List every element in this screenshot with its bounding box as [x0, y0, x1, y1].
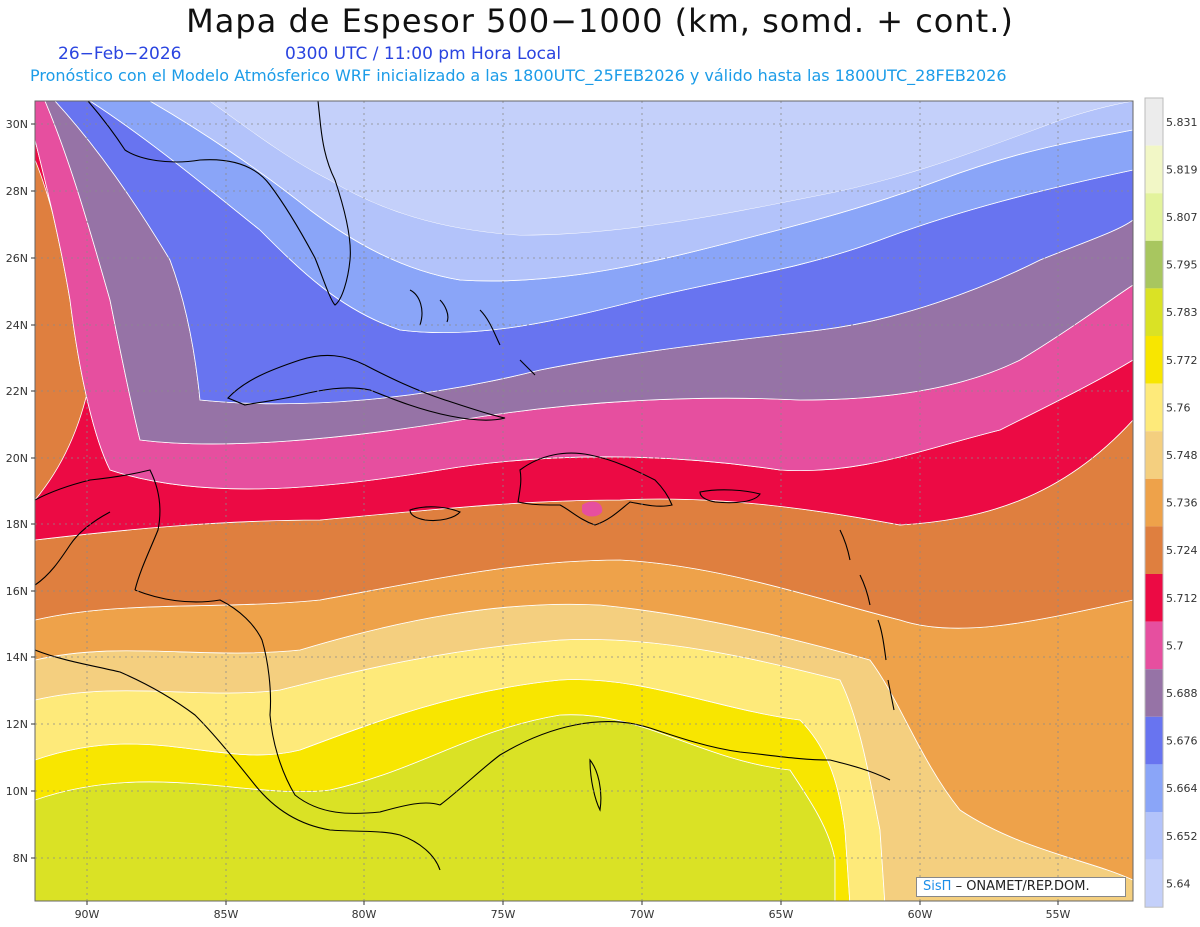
lat-label-14n: 14N	[6, 651, 28, 664]
maracaibo	[589, 758, 602, 812]
colorbar-segment	[1145, 526, 1163, 574]
colorbar-frame	[1144, 97, 1164, 908]
lon-label-55w: 55W	[1046, 908, 1071, 921]
credit-brand: SisΠ	[923, 879, 952, 894]
lat-label-28n: 28N	[6, 185, 28, 198]
lat-labels: 30N 28N 26N 24N 22N 20N 18N 16N 14N 12N …	[6, 118, 28, 865]
lat-label-30n: 30N	[6, 118, 28, 131]
credit-box: SisΠ – ONAMET/REP.DOM.	[916, 877, 1126, 897]
colorbar-label: 5.819	[1166, 163, 1198, 176]
lat-label-24n: 24N	[6, 319, 28, 332]
colorbar-label: 5.724	[1166, 544, 1198, 557]
lon-label-65w: 65W	[769, 908, 794, 921]
colorbar-label: 5.7	[1166, 639, 1184, 652]
colorbar-label: 5.712	[1166, 592, 1198, 605]
puerto-rico-coast	[699, 489, 761, 504]
colorbar-segment	[1145, 288, 1163, 336]
time-label: 0300 UTC / 11:00 pm Hora Local	[285, 44, 562, 64]
colorbar-segment	[1145, 669, 1163, 717]
central-america-caribbean	[134, 589, 441, 814]
lat-label-18n: 18N	[6, 518, 28, 531]
colorbar-segment	[1145, 716, 1163, 765]
hispaniola-blob	[582, 501, 603, 517]
lon-label-75w: 75W	[491, 908, 516, 921]
lon-label-85w: 85W	[214, 908, 239, 921]
lat-label-8n: 8N	[13, 852, 28, 865]
cuba-blob	[322, 359, 341, 381]
colorbar-label: 5.795	[1166, 259, 1198, 272]
yucatan-coast	[35, 469, 161, 591]
coastlines	[35, 101, 895, 871]
jamaica-coast	[409, 506, 461, 522]
colorbar-label: 5.772	[1166, 354, 1198, 367]
colorbar-segment	[1145, 383, 1163, 432]
lesser-antilles	[839, 529, 895, 711]
colorbar-label: 5.76	[1166, 401, 1191, 414]
axis-ticks	[31, 123, 1059, 905]
mexico-gulf-coast	[35, 511, 111, 586]
colorbar-label: 5.688	[1166, 687, 1198, 700]
colorbar-label: 5.736	[1166, 497, 1198, 510]
colorbar-label: 5.831	[1166, 116, 1198, 129]
lat-label-20n: 20N	[6, 452, 28, 465]
lon-label-80w: 80W	[352, 908, 377, 921]
colorbar-label: 5.652	[1166, 830, 1198, 843]
central-america-coast	[35, 649, 441, 871]
map-frame	[34, 100, 1134, 902]
colorbar-label: 5.64	[1166, 877, 1191, 890]
colorbar-label: 5.748	[1166, 449, 1198, 462]
colorbar-segment	[1145, 621, 1163, 670]
colorbar-segment	[1145, 240, 1163, 289]
credit-text: – ONAMET/REP.DOM.	[955, 879, 1090, 894]
page-title: Mapa de Espesor 500−1000 (km, somd. + co…	[186, 2, 1014, 40]
colorbar-label: 5.783	[1166, 306, 1198, 319]
graticule	[35, 101, 1133, 901]
lat-label-26n: 26N	[6, 252, 28, 265]
forecast-info: Pronóstico con el Modelo Atmósferico WRF…	[30, 66, 1007, 85]
colorbar-segment	[1145, 145, 1163, 194]
bahamas	[409, 289, 536, 376]
lat-label-16n: 16N	[6, 585, 28, 598]
lat-label-12n: 12N	[6, 718, 28, 731]
south-america-coast	[439, 721, 891, 806]
lon-label-70w: 70W	[630, 908, 655, 921]
date-label: 26−Feb−2026	[58, 44, 182, 64]
lon-label-90w: 90W	[75, 908, 100, 921]
lon-labels: 90W 85W 80W 75W 70W 65W 60W 55W	[75, 908, 1071, 921]
colorbar: 5.831 5.819 5.807 5.795 5.783 5.772 5.76 5.748 5…	[1144, 97, 1198, 908]
colorbar-segment	[1145, 98, 1163, 146]
colorbar-segment	[1145, 812, 1163, 860]
lon-label-60w: 60W	[908, 908, 933, 921]
colorbar-label: 5.807	[1166, 211, 1198, 224]
band-5.724	[35, 160, 90, 500]
band-5.640	[210, 101, 1133, 235]
lat-label-22n: 22N	[6, 385, 28, 398]
hispaniola-coast	[517, 452, 673, 526]
colorbar-label: 5.676	[1166, 735, 1198, 748]
colorbar-segment	[1145, 193, 1163, 241]
colorbar-label: 5.664	[1166, 782, 1198, 795]
colorbar-segment	[1145, 764, 1163, 812]
colorbar-segment	[1145, 859, 1163, 908]
florida-coast	[87, 101, 351, 306]
lat-label-10n: 10N	[6, 785, 28, 798]
colorbar-segment	[1145, 336, 1163, 384]
colorbar-segment	[1145, 478, 1163, 527]
cuba-coast	[227, 354, 506, 421]
colorbar-segment	[1145, 574, 1163, 622]
colorbar-segment	[1145, 431, 1163, 479]
thickness-bands	[35, 101, 1133, 901]
